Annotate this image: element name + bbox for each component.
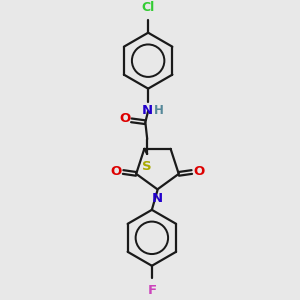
- Text: S: S: [142, 160, 152, 172]
- Text: O: O: [110, 165, 121, 178]
- Text: F: F: [147, 284, 156, 296]
- Text: O: O: [194, 165, 205, 178]
- Text: H: H: [154, 104, 163, 118]
- Text: Cl: Cl: [142, 1, 155, 14]
- Text: N: N: [142, 104, 153, 118]
- Text: O: O: [119, 112, 130, 125]
- Text: N: N: [152, 192, 163, 205]
